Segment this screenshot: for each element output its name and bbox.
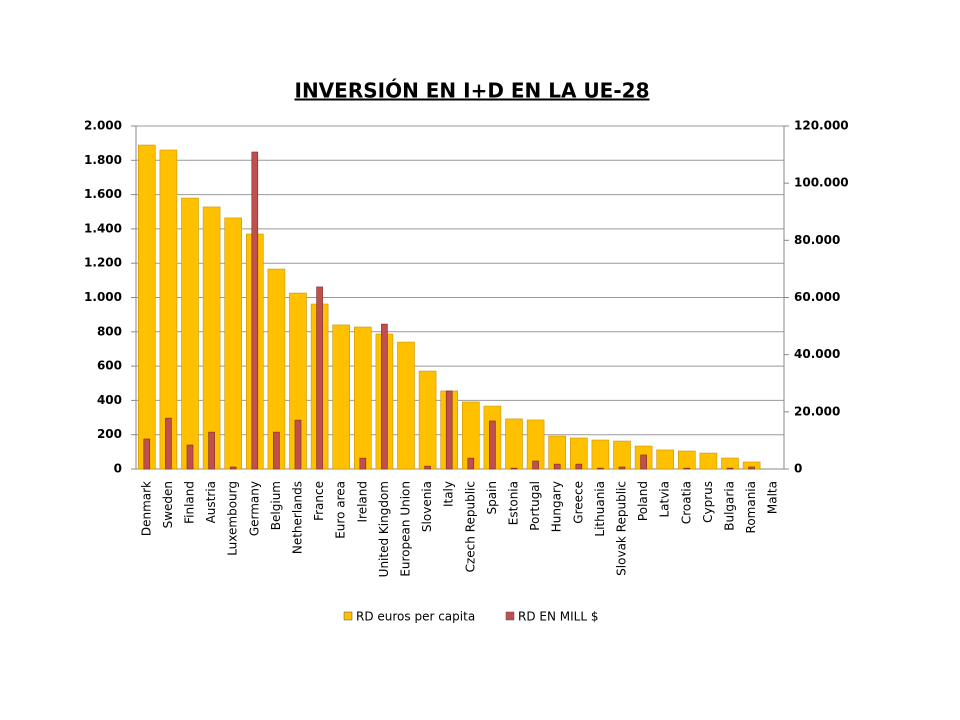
bar [618,466,626,470]
legend-label: RD euros per capita [356,610,475,624]
y-tick-label: 1.800 [84,153,122,167]
x-tick-label: Bulgaria [723,481,737,531]
y-tick-label: 0 [114,462,122,476]
bar [505,418,523,470]
bar [467,457,475,470]
bar [553,463,561,470]
y2-tick-label: 60.000 [794,290,840,304]
bar [489,420,496,470]
x-tick-label: Czech Republic [463,481,477,572]
x-tick-label: Netherlands [291,481,305,554]
bar [186,444,194,470]
y-tick-label: 600 [97,359,122,373]
x-tick-label: Spain [485,481,499,515]
x-tick-label: Croatia [679,481,693,524]
x-tick-label: Germany [247,481,261,536]
legend-swatch [343,611,353,621]
x-tick-label: Denmark [139,481,153,536]
bar [138,144,156,470]
bar [359,457,367,470]
bar [532,460,539,470]
y-tick-label: 800 [97,324,122,338]
chart-title: INVERSIÓN EN I+D EN LA UE-28 [295,79,650,103]
x-tick-label: Malta [766,481,780,514]
x-tick-label: Finland [183,481,197,524]
y2-tick-label: 0 [794,462,802,476]
bar [726,467,734,470]
x-tick-label: Ireland [355,481,369,523]
bar [721,457,739,470]
x-tick-label: Austria [204,481,218,523]
bar [597,467,604,470]
x-tick-label: Latvia [658,481,672,518]
bar [677,450,696,470]
bar [699,452,718,470]
bar [165,417,172,470]
x-tick-label: Slovenia [420,481,434,532]
legend-label: RD EN MILL $ [518,610,598,624]
x-tick-label: Belgium [269,481,283,530]
bar [613,440,631,470]
x-tick-label: Slovak Republic [615,481,629,576]
x-tick-label: Poland [636,481,650,521]
y2-tick-label: 100.000 [794,176,849,190]
bar [640,454,647,470]
bar [353,326,372,470]
legend-swatch [505,611,515,621]
x-tick-label: Romania [744,481,758,533]
bar [332,324,351,470]
bar [683,467,691,470]
x-tick-label: France [312,481,326,521]
x-tick-label: Sweden [161,481,175,528]
bar [202,206,221,470]
bar [181,197,199,470]
bar [251,151,259,470]
y2-tick-label: 20.000 [794,404,840,418]
bar [510,467,518,470]
x-tick-label: European Union [399,481,413,577]
y2-tick-label: 80.000 [794,233,840,247]
bar [381,323,388,470]
bar [397,341,415,470]
y2-tick-label: 120.000 [794,119,849,133]
bar [316,286,323,470]
x-tick-label: Lithuania [593,481,607,537]
bar [273,431,280,470]
x-tick-label: Portugal [528,481,542,531]
bar [229,466,237,470]
bar [424,465,431,470]
x-tick-label: Hungary [550,481,564,532]
bar [445,390,453,470]
bar [294,419,302,470]
x-tick-label: Cyprus [701,481,715,523]
y-tick-label: 1.000 [84,290,122,304]
y-tick-label: 1.200 [84,256,122,270]
y-tick-label: 2.000 [84,119,122,133]
y-tick-label: 1.600 [84,187,122,201]
y-tick-label: 400 [97,393,122,407]
bar [224,217,242,470]
x-tick-label: Greece [571,481,585,524]
y2-tick-label: 40.000 [794,347,840,361]
x-tick-label: United Kingdom [377,481,391,577]
bar [748,466,755,470]
x-tick-label: Euro area [334,481,348,539]
bar [591,439,610,470]
y-tick-label: 1.400 [84,221,122,235]
x-tick-label: Luxembourg [226,481,240,556]
bar [656,449,675,470]
x-tick-label: Italy [442,481,456,507]
bar [143,438,151,470]
bar [575,463,583,470]
bar [418,370,437,470]
x-tick-label: Estonia [507,481,521,525]
bar [208,431,215,470]
y-tick-label: 200 [97,427,122,441]
